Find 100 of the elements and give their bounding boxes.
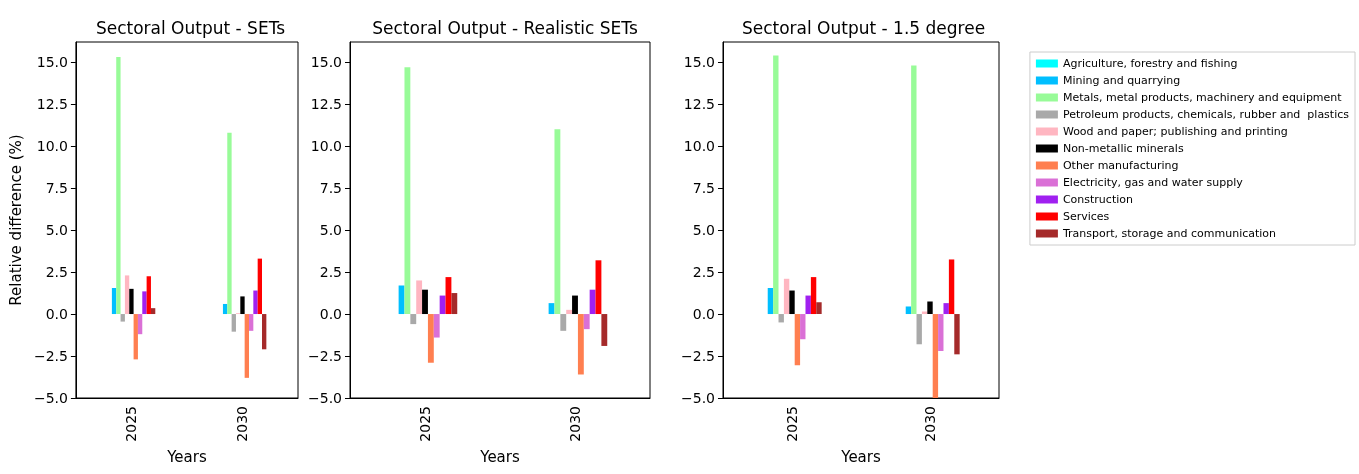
legend-label: Wood and paper; publishing and printing [1062,125,1288,138]
legend-label: Mining and quarrying [1062,74,1181,87]
bar [427,314,434,363]
legend-label: Petroleum products, chemicals, rubber and plastics [1062,108,1350,121]
x-axis-title: Years [840,448,881,467]
x-tick-label: 2025 [784,406,800,442]
legend-label: Construction [1062,193,1133,206]
y-tick-label: 15.0 [683,54,715,71]
bar [248,314,254,331]
bar [577,314,584,375]
y-tick-label: 10.0 [683,138,715,155]
bar [404,67,411,315]
legend-label: Electricity, gas and water supply [1062,176,1244,189]
bar [111,288,117,315]
legend-label: Agriculture, forestry and fishing [1062,57,1238,70]
bar [938,314,944,351]
y-tick-label: 5.0 [319,222,342,239]
bar [932,314,939,398]
bar [240,296,245,315]
x-tick-label: 2025 [417,406,433,442]
y-tick-label: 2.5 [319,264,342,281]
y-tick-label: −5.0 [33,390,68,406]
bar [222,303,228,315]
y-tick-label: 12.5 [310,96,342,113]
bar [554,129,561,315]
legend-label: Non-metallic minerals [1062,142,1184,155]
bar [816,302,822,315]
y-tick-label: 15.0 [36,54,68,71]
bar [948,259,955,315]
bar [150,308,156,315]
bar [257,258,263,315]
bar [927,301,933,315]
bar [810,277,817,315]
y-tick-label: 7.5 [319,180,342,197]
x-tick-label: 2030 [567,406,583,442]
y-tick-label: −2.5 [681,348,715,365]
bar [416,280,423,315]
bar [572,295,578,315]
x-tick-label: 2030 [922,406,938,442]
y-tick-label: 5.0 [45,222,68,239]
y-tick-label: −5.0 [681,390,715,406]
bar [124,275,130,315]
bar [767,288,774,315]
bar [146,276,151,315]
bar [410,314,417,325]
bar [231,314,236,332]
y-tick-label: 5.0 [692,222,715,239]
bar [905,306,912,315]
y-tick-label: 0.0 [319,306,342,323]
bar [439,295,446,315]
bar [954,314,960,355]
bar [911,65,917,315]
bar [773,55,779,315]
y-tick-label: 10.0 [36,138,68,155]
bar [422,289,428,315]
bar [805,295,811,315]
y-axis-title: Relative difference (%) [6,134,25,306]
legend-label: Services [1062,210,1110,223]
bar [120,314,125,322]
y-tick-label: 10.0 [310,138,342,155]
bar [583,314,590,330]
bar [916,314,922,345]
bar [142,291,147,315]
chart-title: Sectoral Output - Realistic SETs [372,17,638,38]
bar [589,289,596,315]
bar [133,314,138,360]
bar [244,314,249,378]
bar [794,314,801,366]
x-axis-title: Years [166,448,207,467]
y-tick-label: 0.0 [45,306,68,323]
legend-label: Other manufacturing [1062,159,1179,172]
y-tick-label: 12.5 [36,96,68,113]
bar [451,293,458,315]
bar [789,290,795,315]
y-tick-label: 7.5 [692,180,715,197]
chart-title: Sectoral Output - SETs [95,17,286,38]
bar [129,288,134,315]
chart-title: Sectoral Output - 1.5 degree [741,17,986,38]
y-tick-label: 7.5 [45,180,68,197]
legend-label: Transport, storage and communication [1061,227,1277,240]
y-tick-label: −2.5 [33,348,68,365]
bar [800,314,806,340]
bar [601,314,608,346]
y-tick-label: −5.0 [308,390,342,406]
x-tick-label: 2025 [123,406,140,442]
y-tick-label: 2.5 [692,264,715,281]
bar [943,303,949,315]
x-axis-title: Years [479,448,520,467]
bar [783,278,790,315]
y-tick-label: −2.5 [308,348,342,365]
y-tick-label: 0.0 [692,306,715,323]
bar [566,309,573,315]
bar [137,314,143,335]
legend-label: Metals, metal products, machinery and equipment [1062,91,1343,104]
y-tick-label: 12.5 [683,96,715,113]
x-tick-label: 2030 [234,406,251,442]
bar [433,314,440,338]
bar [227,132,232,315]
y-tick-label: 15.0 [310,54,342,71]
bar [560,314,567,331]
